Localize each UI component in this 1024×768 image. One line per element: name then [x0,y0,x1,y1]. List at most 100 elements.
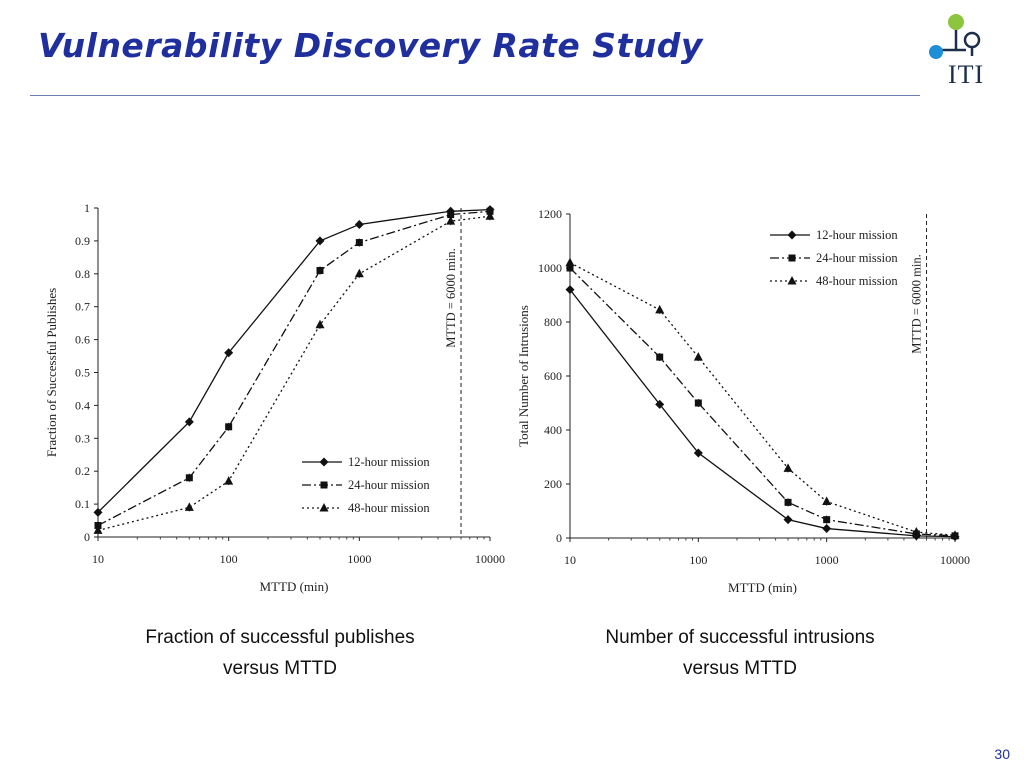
publishes-legend-marker [319,457,329,467]
publishes-legend-label: 48-hour mission [348,501,430,515]
publishes-y-tick-label: 0 [84,530,90,544]
publishes-series-3 [93,211,495,535]
publishes-legend: 12-hour mission 24-hour mission 48-hour mi… [302,455,430,515]
publishes-y-tick-label: 1 [84,201,90,215]
publishes-series-1 [93,205,495,517]
intrusions-series-line [569,267,956,537]
intrusions-legend-marker [788,254,796,262]
page-number: 30 [994,746,1010,762]
publishes-data-point [184,417,194,427]
publishes-y-tick-label: 0.7 [75,300,90,314]
publishes-y-tick-label: 0.6 [75,333,90,347]
publishes-mttd-reference-label: MTTD = 6000 min. [444,248,458,347]
publishes-y-axis-label: Fraction of Successful Publishes [44,288,59,457]
intrusions-y-tick-label: 0 [556,531,562,545]
intrusions-series-1 [565,285,960,542]
title-divider [30,95,920,96]
intrusions-y-tick-label: 1200 [538,207,562,221]
intrusions-data-point [783,515,793,525]
publishes-y-tick-label: 0.9 [75,234,90,248]
publishes-x-tick-label: 10000 [475,552,505,566]
intrusions-data-point [565,285,575,295]
intrusions-legend-marker [787,276,797,285]
logo-graphic-icon [929,14,981,59]
publishes-caption: Fraction of successful publishes versus … [120,622,440,684]
publishes-x-tick-label: 1000 [347,552,371,566]
publishes-series-line [97,215,491,532]
publishes-caption-line2: versus MTTD [223,658,337,679]
intrusions-legend-label: 24-hour mission [816,251,898,265]
intrusions-data-point [950,530,960,539]
publishes-data-point [224,348,234,358]
intrusions-legend-label: 48-hour mission [816,274,898,288]
intrusions-series-2 [566,264,959,540]
publishes-y-tick-label: 0.5 [75,366,90,380]
publishes-data-point [224,476,234,485]
intrusions-series-line [569,262,956,536]
publishes-data-point [316,267,324,275]
publishes-data-point [93,507,103,517]
intrusions-data-point [784,498,792,506]
publishes-x-tick-label: 100 [220,552,238,566]
publishes-chart-svg: 0 0.1 0.2 0.3 0.4 0.5 0.6 0.7 0.8 0.9 1 10 100 1000 10… [44,201,505,594]
intrusions-data-point [822,524,832,534]
publishes-y-tick-label: 0.2 [75,464,90,478]
intrusions-y-tick-label: 200 [544,477,562,491]
publishes-x-tick-label: 10 [92,552,104,566]
intrusions-x-tick-label: 10000 [940,553,970,567]
publishes-data-point [315,236,325,246]
intrusions-data-point [823,516,831,524]
intrusions-chart-svg: 0 200 400 600 800 1000 1200 10 100 1000 10000 MTTD … [516,207,970,595]
intrusions-y-tick-label: 1000 [538,261,562,275]
intrusions-legend-marker [787,230,797,240]
publishes-data-point [354,219,364,229]
intrusions-data-point [694,399,702,407]
intrusions-data-point [693,352,703,361]
intrusions-y-tick-label: 400 [544,423,562,437]
intrusions-x-tick-label: 100 [689,553,707,567]
intrusions-caption-line1: Number of successful intrusions [605,627,875,648]
intrusions-data-point [693,448,703,458]
publishes-y-tick-label: 0.3 [75,431,90,445]
publishes-legend-marker [319,503,329,512]
publishes-y-tick-label: 0.4 [75,398,90,412]
intrusions-data-point [783,463,793,472]
publishes-series-line [97,208,491,513]
intrusions-legend: 12-hour mission 24-hour mission 48-hour mi… [770,228,898,288]
intrusions-data-point [911,527,921,536]
intrusions-y-tick-label: 600 [544,369,562,383]
intrusions-caption: Number of successful intrusions versus M… [580,622,900,684]
logo-text: ITI [948,60,985,89]
publishes-x-axis-label: MTTD (min) [260,579,329,594]
slide-title: Vulnerability Discovery Rate Study [38,26,703,65]
intrusions-x-tick-label: 10 [564,553,576,567]
intrusions-series-3 [565,257,960,540]
publishes-data-point [446,216,456,225]
intrusions-data-point [656,353,664,361]
intrusions-series-line [569,289,956,538]
publishes-legend-label: 24-hour mission [348,478,430,492]
publishes-data-point [354,268,364,278]
intrusions-x-tick-label: 1000 [815,553,839,567]
intrusions-legend-label: 12-hour mission [816,228,898,242]
intrusions-data-point [565,257,575,267]
publishes-legend-marker [320,481,328,489]
publishes-legend-label: 12-hour mission [348,455,430,469]
publishes-data-point [185,474,193,482]
intrusions-data-point [655,399,665,409]
intrusions-y-axis-label: Total Number of Intrusions [516,305,531,447]
intrusions-data-point [566,264,574,272]
publishes-data-point [184,502,194,511]
iti-logo [920,10,1000,90]
publishes-data-point [447,211,455,219]
intrusions-y-tick-label: 800 [544,315,562,329]
intrusions-caption-line2: versus MTTD [683,658,797,679]
publishes-chart: 0 0.1 0.2 0.3 0.4 0.5 0.6 0.7 0.8 0.9 1 10 100 1000 10… [40,195,520,605]
publishes-y-tick-label: 0.8 [75,267,90,281]
publishes-data-point [355,239,363,247]
intrusions-data-point [655,304,665,314]
publishes-data-point [93,525,103,534]
publishes-caption-line1: Fraction of successful publishes [145,627,415,648]
publishes-data-point [225,423,233,431]
intrusions-x-axis-label: MTTD (min) [728,580,797,595]
